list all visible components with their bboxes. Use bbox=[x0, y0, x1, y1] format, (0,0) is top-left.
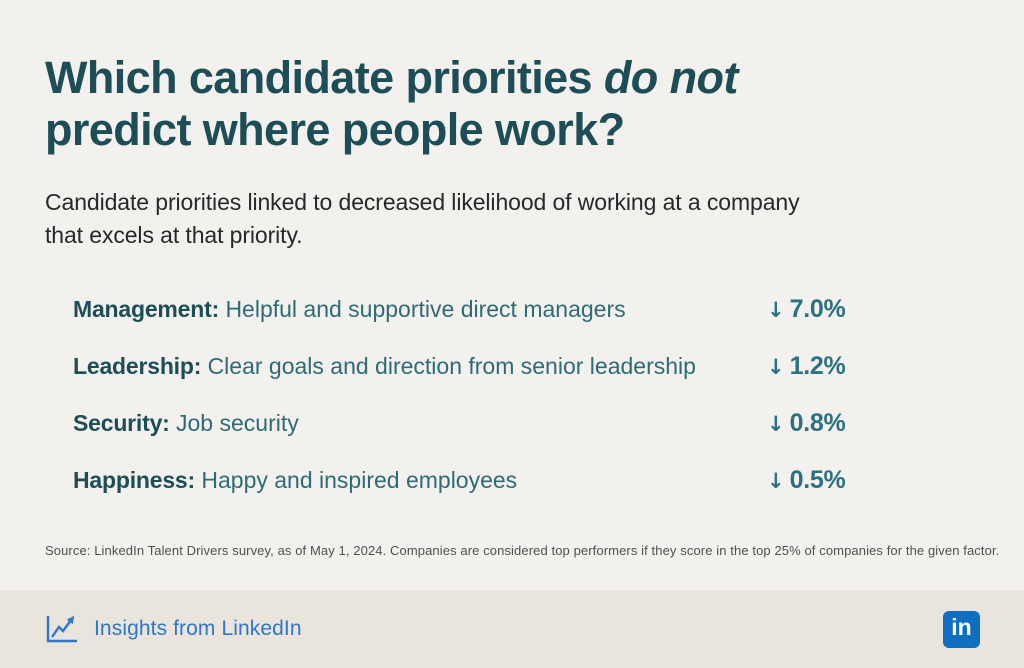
priority-description: Job security bbox=[176, 409, 299, 436]
subtitle: Candidate priorities linked to decreased… bbox=[45, 186, 979, 251]
list-item-management: Management: Helpful and supportive direc… bbox=[73, 294, 847, 325]
percentage-value: 7.0% bbox=[789, 294, 846, 323]
priority-label: Happiness: bbox=[73, 466, 195, 493]
priority-value: ↓ 0.5% bbox=[767, 465, 847, 496]
priority-value: ↓ 7.0% bbox=[767, 294, 847, 325]
brand-lockup: Insights from LinkedIn bbox=[44, 614, 302, 645]
footer-bar: Insights from LinkedIn in bbox=[0, 590, 1024, 668]
priority-description: Clear goals and direction from senior le… bbox=[207, 352, 696, 379]
down-arrow-icon: ↓ bbox=[767, 297, 785, 322]
priority-value: ↓ 1.2% bbox=[767, 351, 847, 382]
title-line2: predict where people work? bbox=[45, 104, 625, 156]
trend-chart-icon bbox=[46, 615, 77, 642]
down-arrow-icon: ↓ bbox=[767, 468, 785, 493]
priority-label: Security: bbox=[73, 409, 170, 436]
priority-label: Management: bbox=[73, 295, 220, 322]
page-title: Which candidate priorities do not predict… bbox=[45, 0, 979, 156]
subtitle-line1: Candidate priorities linked to decreased… bbox=[45, 189, 800, 216]
subtitle-line2: that excels at that priority. bbox=[45, 222, 303, 249]
priority-label: Leadership: bbox=[73, 352, 202, 379]
down-arrow-icon: ↓ bbox=[767, 411, 785, 436]
percentage-value: 1.2% bbox=[789, 351, 846, 380]
title-text: Which candidate priorities bbox=[45, 52, 604, 103]
list-item-leadership: Leadership: Clear goals and direction fr… bbox=[73, 351, 847, 382]
priority-value: ↓ 0.8% bbox=[767, 408, 847, 439]
priority-list: Management: Helpful and supportive direc… bbox=[73, 294, 847, 496]
list-item-happiness: Happiness: Happy and inspired employees … bbox=[73, 465, 847, 496]
linkedin-logo-text: in bbox=[951, 614, 972, 640]
title-italic-text: do not bbox=[603, 52, 738, 103]
linkedin-logo: in bbox=[943, 610, 980, 648]
list-item-security: Security: Job security ↓ 0.8% bbox=[73, 408, 847, 439]
priority-description: Happy and inspired employees bbox=[201, 466, 518, 493]
source-note: Source: LinkedIn Talent Drivers survey, … bbox=[45, 543, 1000, 558]
percentage-value: 0.5% bbox=[789, 465, 846, 494]
priority-description: Helpful and supportive direct managers bbox=[225, 295, 626, 322]
down-arrow-icon: ↓ bbox=[767, 354, 785, 379]
brand-text: Insights from LinkedIn bbox=[94, 617, 302, 640]
main-content: Which candidate priorities do not predict… bbox=[45, 0, 999, 558]
percentage-value: 0.8% bbox=[789, 408, 846, 437]
